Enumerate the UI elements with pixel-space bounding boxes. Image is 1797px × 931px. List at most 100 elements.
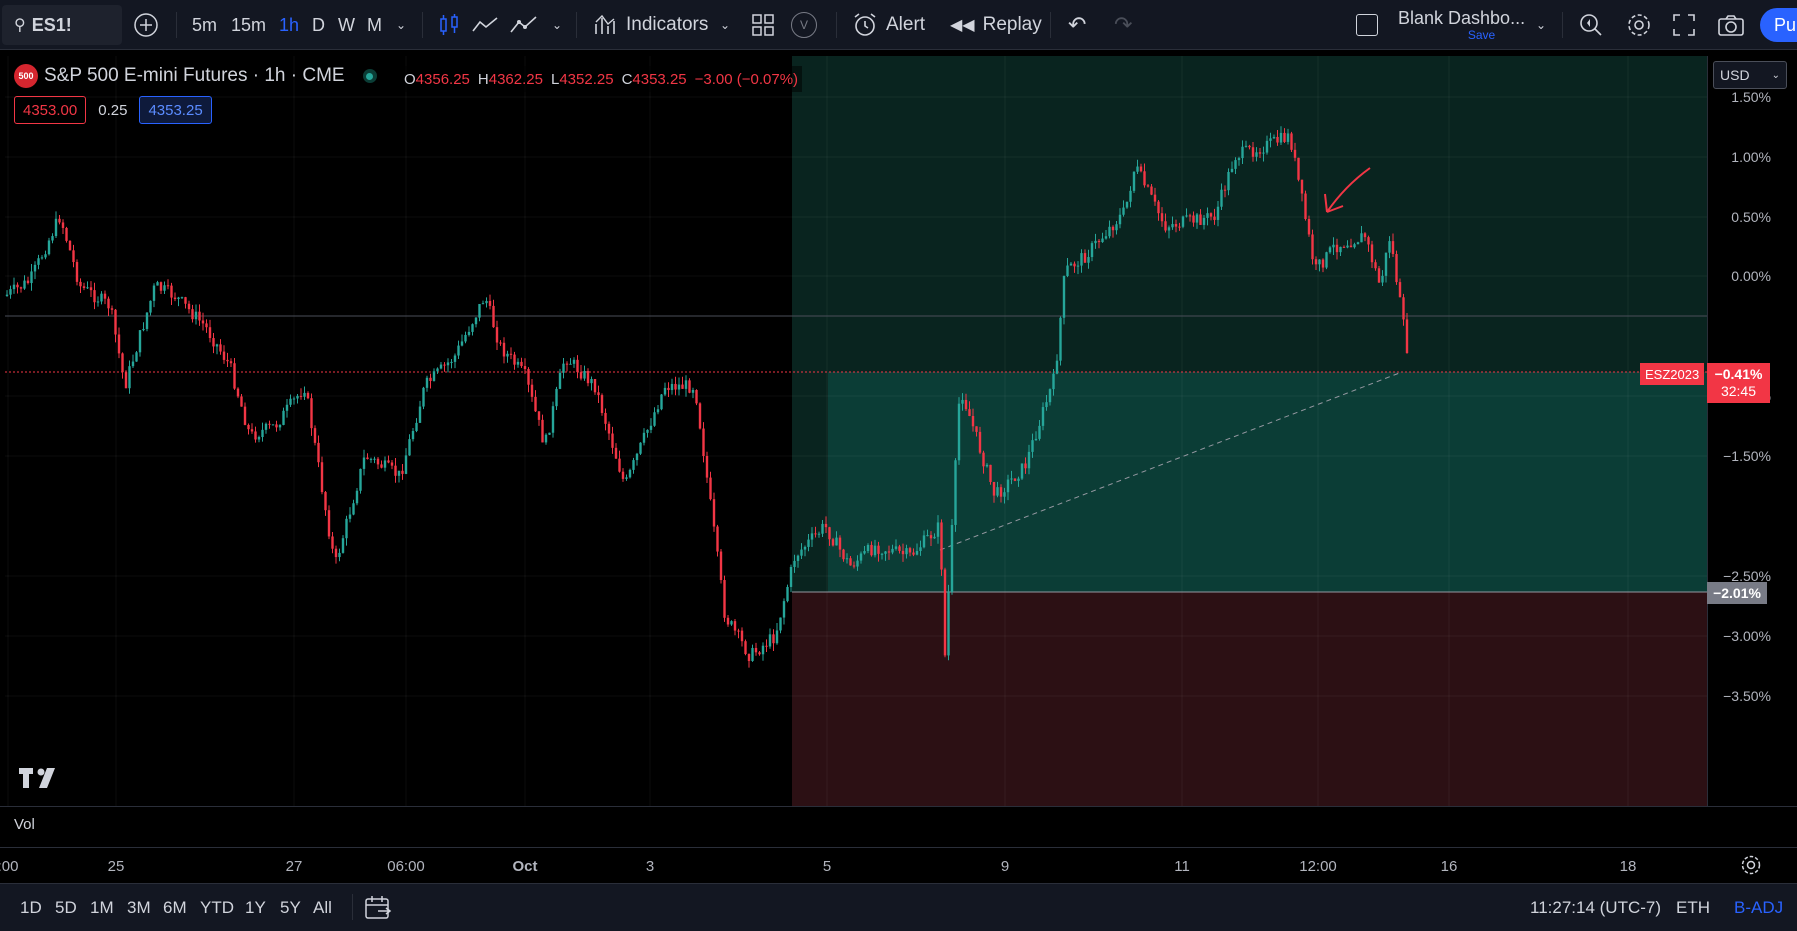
- candle-body: [1314, 259, 1318, 265]
- price-chart[interactable]: [5, 56, 1707, 806]
- interval-w[interactable]: W: [338, 14, 355, 35]
- candle-body: [506, 353, 509, 357]
- candle-body: [103, 293, 107, 299]
- candle-body: [394, 465, 397, 476]
- alert-button[interactable]: Alert: [852, 0, 925, 50]
- range-button-all[interactable]: All: [313, 898, 332, 917]
- profit-target-zone: [828, 372, 1707, 592]
- candle-body: [1251, 147, 1255, 157]
- quick-search-icon[interactable]: [1578, 0, 1604, 50]
- range-button-3m[interactable]: 3M: [127, 898, 151, 917]
- candle-body: [1283, 132, 1286, 142]
- candle-body: [555, 388, 558, 407]
- candle-body: [432, 371, 436, 381]
- candle-body: [33, 264, 37, 272]
- interval-15m[interactable]: 15m: [231, 14, 267, 35]
- candle-body: [212, 338, 215, 347]
- candle-body: [628, 469, 632, 478]
- range-button-1m[interactable]: 1M: [90, 898, 114, 917]
- layouts-grid-icon[interactable]: [751, 0, 775, 50]
- buy-button[interactable]: 4353.25: [139, 96, 212, 124]
- interval-1h[interactable]: 1h: [279, 14, 300, 35]
- indicators-button[interactable]: Indicators: [594, 0, 708, 50]
- candle-body: [296, 395, 299, 399]
- price-axis[interactable]: USD⌄ 1.50%1.00%0.50%0.00%−1.00%−1.50%−2.…: [1707, 56, 1797, 806]
- date-range-calendar-icon[interactable]: [364, 895, 392, 926]
- settings-gear-icon[interactable]: [1626, 0, 1652, 50]
- axis-settings-gear-icon[interactable]: [1740, 854, 1762, 881]
- candle-body: [488, 300, 492, 306]
- range-button-5y[interactable]: 5Y: [280, 898, 301, 917]
- indicators-chevron-icon[interactable]: ⌄: [720, 18, 731, 32]
- candle-body: [520, 361, 523, 367]
- range-button-1y[interactable]: 1Y: [245, 898, 266, 917]
- candle-body: [1115, 224, 1118, 231]
- interval-5m[interactable]: 5m: [192, 14, 218, 35]
- redo-icon[interactable]: ↷: [1114, 12, 1133, 37]
- candle-body: [1381, 275, 1384, 283]
- candle-body: [632, 460, 635, 470]
- interval-dropdown-chevron-icon[interactable]: ⌄: [396, 18, 407, 32]
- candle-body: [219, 344, 222, 352]
- adjustment-toggle[interactable]: B-ADJ: [1734, 898, 1784, 917]
- candle-body: [107, 298, 110, 309]
- symbol-title[interactable]: S&P 500 E-mini Futures · 1h · CME: [44, 65, 345, 86]
- candle-body: [1101, 238, 1104, 243]
- candle-body: [712, 499, 716, 527]
- range-button-5d[interactable]: 5D: [55, 898, 77, 917]
- candle-body: [625, 477, 628, 479]
- currency-select[interactable]: USD ⌄: [1713, 61, 1787, 89]
- add-symbol-button[interactable]: [133, 0, 159, 50]
- sell-button[interactable]: 4353.00: [14, 96, 87, 124]
- candle-body: [1377, 268, 1381, 283]
- candle-body: [971, 415, 975, 427]
- compare-icon[interactable]: [509, 0, 539, 50]
- candle-body: [422, 387, 425, 407]
- session-toggle[interactable]: ETH: [1676, 898, 1710, 917]
- candle-body: [201, 320, 205, 324]
- candle-body: [569, 363, 572, 365]
- candle-body: [89, 287, 93, 291]
- clock-timezone[interactable]: 11:27:14 (UTC-7): [1530, 898, 1662, 917]
- dashboard-checkbox-icon[interactable]: [1356, 0, 1378, 50]
- candle-body: [1374, 262, 1377, 269]
- dashboard-chevron-icon[interactable]: ⌄: [1536, 18, 1547, 32]
- candle-body: [1276, 136, 1279, 143]
- candle-body: [1139, 166, 1143, 172]
- symbol-search[interactable]: ⚲ ES1!: [2, 5, 122, 45]
- candle-body: [37, 258, 40, 265]
- candle-body: [1223, 189, 1227, 191]
- interval-m[interactable]: M: [367, 14, 382, 35]
- interval-d[interactable]: D: [312, 14, 325, 35]
- price-axis-label: −2.50%: [1723, 568, 1771, 584]
- candle-body: [1363, 233, 1367, 238]
- range-button-1d[interactable]: 1D: [20, 898, 42, 917]
- dashboard-name-button[interactable]: Blank Dashbo... Save: [1398, 8, 1526, 42]
- annotation-arrow[interactable]: [1324, 167, 1371, 213]
- candle-body: [1003, 492, 1006, 497]
- fullscreen-icon[interactable]: [1672, 0, 1696, 50]
- line-chart-icon[interactable]: [471, 0, 499, 50]
- range-button-6m[interactable]: 6M: [163, 898, 187, 917]
- trendline[interactable]: [939, 371, 1403, 551]
- candle-body: [719, 551, 723, 581]
- candle-body: [124, 372, 128, 389]
- candle-body: [110, 308, 114, 310]
- undo-icon[interactable]: ↶: [1068, 12, 1087, 37]
- v-badge-button[interactable]: V: [791, 0, 817, 50]
- candle-body: [1118, 214, 1122, 225]
- candles-chart-type-icon[interactable]: [438, 0, 460, 50]
- chart-type-chevron-icon[interactable]: ⌄: [552, 18, 563, 32]
- candle-body: [79, 281, 82, 287]
- candle-body: [1069, 263, 1073, 266]
- candle-body: [688, 380, 691, 393]
- candle-body: [1038, 425, 1041, 439]
- replay-button[interactable]: ◀◀ Replay: [950, 14, 1042, 35]
- candle-body: [653, 412, 656, 426]
- candle-body: [348, 514, 352, 519]
- time-axis[interactable]: :00 25 27 06:00 Oct 3 5 9 11 12:00 16 18: [0, 847, 1797, 883]
- camera-screenshot-icon[interactable]: [1717, 0, 1745, 50]
- range-button-ytd[interactable]: YTD: [200, 898, 234, 917]
- candle-body: [341, 538, 345, 553]
- publish-button[interactable]: Pu: [1760, 0, 1797, 50]
